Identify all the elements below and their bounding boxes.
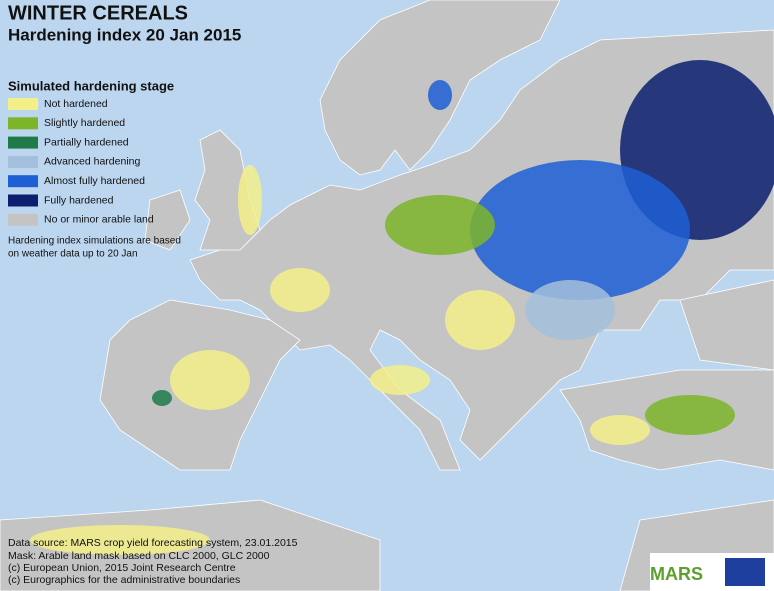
- title: WINTER CEREALS: [8, 2, 188, 24]
- area: [170, 350, 250, 410]
- legend-swatch: [8, 117, 38, 130]
- area: [30, 525, 210, 555]
- legend-label: Fully hardened: [44, 194, 114, 206]
- eu-flag: [725, 558, 765, 586]
- hardening-areas: [30, 60, 774, 555]
- legend-title: Simulated hardening stage: [8, 78, 174, 93]
- legend-swatch: [8, 155, 38, 168]
- footer-line: Mask: Arable land mask based on CLC 2000…: [8, 550, 270, 562]
- legend-swatch: [8, 136, 38, 149]
- logo: MARS: [650, 564, 703, 584]
- area: [590, 415, 650, 445]
- area: [645, 395, 735, 435]
- area: [238, 165, 262, 235]
- subtitle: Hardening index 20 Jan 2015: [8, 25, 241, 44]
- footer-line: (c) European Union, 2015 Joint Research …: [8, 562, 236, 574]
- legend-label: Advanced hardening: [44, 156, 140, 168]
- legend-swatch: [8, 194, 38, 207]
- area: [445, 290, 515, 350]
- area: [270, 268, 330, 312]
- legend-label: Slightly hardened: [44, 117, 125, 129]
- area: [385, 195, 495, 255]
- legend-label: No or minor arable land: [44, 214, 154, 226]
- legend-swatch: [8, 213, 38, 226]
- legend-swatch: [8, 175, 38, 188]
- area: [370, 365, 430, 395]
- area: [428, 80, 452, 110]
- note: on weather data up to 20 Jan: [8, 249, 138, 260]
- legend-swatch: [8, 98, 38, 110]
- legend-label: Not hardened: [44, 98, 108, 110]
- area: [525, 280, 615, 340]
- legend-label: Partially hardened: [44, 136, 129, 148]
- legend-label: Almost fully hardened: [44, 175, 145, 187]
- footer-line: Data source: MARS crop yield forecasting…: [8, 537, 298, 549]
- legend: Not hardened Slightly hardened Partially h…: [8, 98, 154, 226]
- note: Hardening index simulations are based: [8, 236, 181, 247]
- area: [470, 160, 690, 300]
- area: [152, 390, 172, 406]
- footer-line: (c) Eurographics for the administrative …: [8, 574, 240, 586]
